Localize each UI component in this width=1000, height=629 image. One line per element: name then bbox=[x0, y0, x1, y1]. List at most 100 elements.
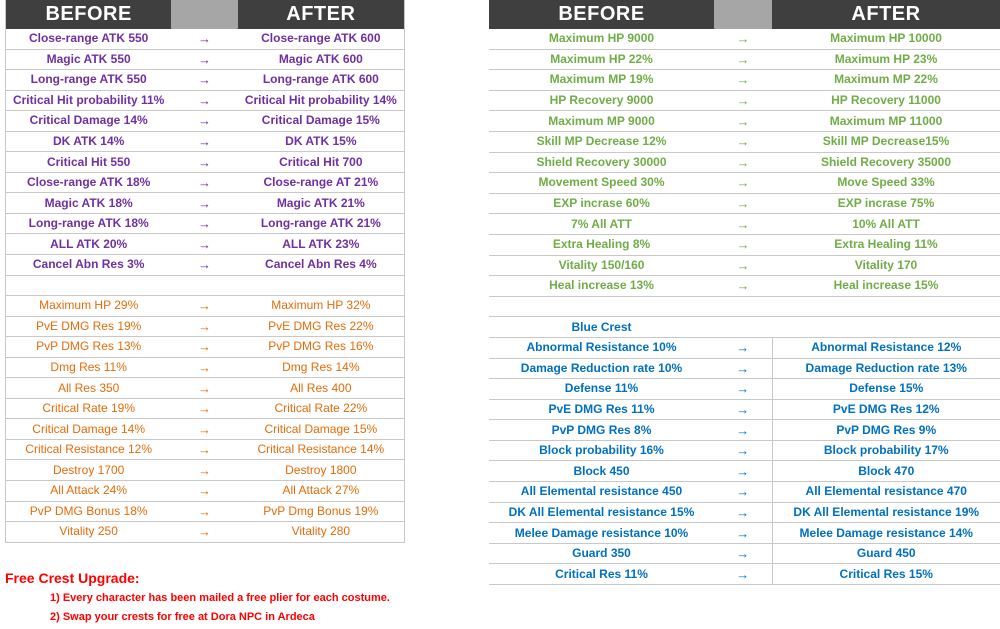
arrow-icon: → bbox=[714, 255, 772, 277]
after-value: Maximum MP 11000 bbox=[772, 110, 1000, 132]
stat-row: PvE DMG Res 19% → PvE DMG Res 22% bbox=[5, 316, 405, 338]
stat-row: Maximum HP 9000 → Maximum HP 10000 bbox=[489, 29, 1000, 50]
stat-row: PvP DMG Res 8% → PvP DMG Res 9% bbox=[489, 419, 1000, 441]
after-value: Critical Hit 700 bbox=[237, 151, 405, 173]
arrow-icon: → bbox=[171, 316, 238, 338]
free-crest-upgrade-note: Free Crest Upgrade: 1) Every character h… bbox=[5, 567, 475, 627]
stat-row: Block 450 → Block 470 bbox=[489, 460, 1000, 483]
empty-cell bbox=[714, 296, 772, 318]
arrow-icon: → bbox=[714, 399, 772, 421]
after-value: Maximum HP 10000 bbox=[772, 29, 1000, 50]
empty-cell bbox=[5, 275, 172, 297]
stat-row: Cancel Abn Res 3% → Cancel Abn Res 4% bbox=[5, 254, 405, 276]
after-value: Critical Hit probability 14% bbox=[237, 90, 405, 112]
stat-row: Long-range ATK 550 → Long-range ATK 600 bbox=[5, 69, 405, 91]
arrow-icon: → bbox=[714, 481, 772, 503]
empty-cell bbox=[489, 296, 714, 318]
before-value: Critical Rate 19% bbox=[5, 398, 172, 420]
before-value: Cancel Abn Res 3% bbox=[5, 254, 172, 276]
before-value: PvP DMG Bonus 18% bbox=[5, 501, 172, 523]
before-value: All Elemental resistance 450 bbox=[489, 481, 714, 503]
arrow-icon: → bbox=[714, 193, 772, 215]
header-spacer bbox=[714, 0, 772, 29]
arrow-icon: → bbox=[171, 459, 238, 482]
arrow-icon: → bbox=[171, 110, 238, 132]
after-value: Critical Resistance 14% bbox=[237, 439, 405, 461]
arrow-icon: → bbox=[714, 522, 772, 544]
before-value: PvP DMG Res 13% bbox=[5, 336, 172, 358]
stat-row: PvE DMG Res 11% → PvE DMG Res 12% bbox=[489, 399, 1000, 421]
empty-cell bbox=[772, 316, 1000, 338]
arrow-icon: → bbox=[714, 213, 772, 235]
arrow-icon: → bbox=[714, 337, 772, 359]
spacer-row bbox=[489, 296, 1000, 318]
before-value: Magic ATK 18% bbox=[5, 192, 172, 214]
stat-row: EXP incrase 60% → EXP incrase 75% bbox=[489, 193, 1000, 215]
before-value: 7% All ATT bbox=[489, 213, 714, 235]
after-value: Damage Reduction rate 13% bbox=[771, 358, 1000, 380]
before-value: Extra Healing 8% bbox=[489, 234, 714, 256]
stat-row: Heal increase 13% → Heal increase 15% bbox=[489, 275, 1000, 297]
after-value: Critical Damage 15% bbox=[237, 418, 405, 440]
before-value: Maximum MP 19% bbox=[489, 69, 714, 91]
arrow-icon: → bbox=[171, 131, 238, 153]
stat-row: Critical Hit 550 → Critical Hit 700 bbox=[5, 151, 405, 173]
arrow-icon: → bbox=[171, 501, 238, 523]
before-value: Vitality 150/160 bbox=[489, 255, 714, 277]
arrow-icon: → bbox=[714, 131, 772, 153]
stat-row: 7% All ATT → 10% All ATT bbox=[489, 213, 1000, 235]
stat-row: Magic ATK 550 → Magic ATK 600 bbox=[5, 49, 405, 71]
arrow-icon: → bbox=[171, 192, 238, 214]
after-value: Maximum HP 23% bbox=[772, 49, 1000, 71]
after-value: All Attack 27% bbox=[237, 480, 405, 502]
after-value: PvE DMG Res 22% bbox=[237, 316, 405, 338]
spacer-row bbox=[5, 275, 405, 297]
stat-row: Critical Resistance 12% → Critical Resista… bbox=[5, 439, 405, 461]
after-value: Guard 450 bbox=[771, 543, 1000, 565]
after-value: Cancel Abn Res 4% bbox=[237, 254, 405, 276]
before-value: EXP incrase 60% bbox=[489, 193, 714, 215]
before-header: BEFORE bbox=[5, 0, 172, 29]
after-value: Melee Damage resistance 14% bbox=[771, 522, 1000, 544]
before-value: Critical Hit 550 bbox=[5, 151, 172, 173]
right-crest-table: BEFORE AFTER Maximum HP 9000 → Maximum HP … bbox=[489, 0, 1000, 586]
after-value: PvP Dmg Bonus 19% bbox=[237, 501, 405, 523]
stat-row: Maximum HP 29% → Maximum HP 32% bbox=[5, 295, 405, 317]
after-value: Skill MP Decrease15% bbox=[772, 131, 1000, 153]
arrow-icon: → bbox=[171, 172, 238, 194]
after-value: Critical Rate 22% bbox=[237, 398, 405, 420]
before-value: Block probability 16% bbox=[489, 440, 714, 462]
after-value: All Elemental resistance 470 bbox=[771, 481, 1000, 503]
before-value: Long-range ATK 18% bbox=[5, 213, 172, 235]
arrow-icon: → bbox=[171, 439, 238, 461]
before-value: Critical Hit probability 11% bbox=[5, 90, 172, 112]
arrow-icon: → bbox=[714, 378, 772, 400]
free-crest-item: 1) Every character has been mailed a fre… bbox=[50, 592, 390, 604]
arrow-icon: → bbox=[171, 151, 238, 173]
arrow-icon: → bbox=[171, 336, 238, 358]
arrow-icon: → bbox=[171, 233, 238, 256]
left-header-row: BEFORE AFTER bbox=[5, 0, 405, 29]
before-value: ALL ATK 20% bbox=[5, 233, 172, 256]
after-header: AFTER bbox=[772, 0, 1000, 29]
before-value: Maximum HP 22% bbox=[489, 49, 714, 71]
before-value: All Res 350 bbox=[5, 377, 172, 399]
before-value: Defense 11% bbox=[489, 378, 714, 400]
stat-row: Magic ATK 18% → Magic ATK 21% bbox=[5, 192, 405, 214]
arrow-icon: → bbox=[171, 521, 238, 543]
before-value: Block 450 bbox=[489, 460, 714, 483]
arrow-icon: → bbox=[714, 419, 772, 441]
arrow-icon: → bbox=[714, 49, 772, 71]
stat-row: Skill MP Decrease 12% → Skill MP Decrease1… bbox=[489, 131, 1000, 153]
arrow-icon: → bbox=[171, 69, 238, 91]
stat-row: Defense 11% → Defense 15% bbox=[489, 378, 1000, 400]
stat-row: Maximum MP 9000 → Maximum MP 11000 bbox=[489, 110, 1000, 132]
stat-row: All Elemental resistance 450 → All Element… bbox=[489, 481, 1000, 503]
arrow-icon: → bbox=[171, 90, 238, 112]
after-value: DK All Elemental resistance 19% bbox=[771, 502, 1000, 524]
arrow-icon: → bbox=[714, 358, 772, 380]
stat-row: Maximum MP 19% → Maximum MP 22% bbox=[489, 69, 1000, 91]
after-value: 10% All ATT bbox=[772, 213, 1000, 235]
stat-row: All Res 350 → All Res 400 bbox=[5, 377, 405, 399]
arrow-icon: → bbox=[714, 110, 772, 132]
